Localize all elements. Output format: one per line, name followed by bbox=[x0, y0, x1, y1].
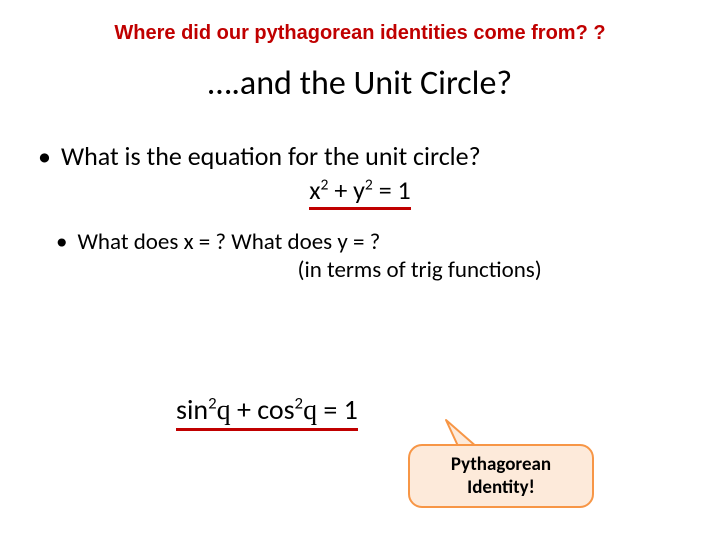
bullet-2-line1: What does x = ? What does y = ? bbox=[77, 228, 541, 256]
callout-box: Pythagorean Identity! bbox=[408, 444, 594, 508]
bullet-2-content: What does x = ? What does y = ? (in term… bbox=[77, 228, 541, 284]
equation-2-text: sin2q + cos2q = 1 bbox=[176, 392, 358, 431]
equation-1-text: x2 + y2 = 1 bbox=[309, 174, 410, 210]
equation-pythagorean: sin2q + cos2q = 1 bbox=[176, 392, 358, 427]
subtitle-text: ….and the Unit Circle? bbox=[208, 63, 512, 104]
callout-pythagorean-identity: Pythagorean Identity! bbox=[408, 444, 594, 508]
slide-header: Where did our pythagorean identities com… bbox=[0, 0, 720, 45]
header-text: Where did our pythagorean identities com… bbox=[114, 22, 605, 44]
bullet-dot-icon: • bbox=[56, 228, 67, 256]
bullet-2-line2: (in terms of trig functions) bbox=[77, 256, 541, 284]
bullet-1: • What is the equation for the unit circ… bbox=[38, 140, 720, 172]
equation-unit-circle: x2 + y2 = 1 bbox=[0, 174, 720, 206]
bullet-1-text: What is the equation for the unit circle… bbox=[61, 140, 481, 172]
callout-line1: Pythagorean bbox=[410, 453, 592, 476]
slide-subtitle: ….and the Unit Circle? bbox=[0, 63, 720, 104]
callout-line2: Identity! bbox=[410, 476, 592, 499]
bullet-2: • What does x = ? What does y = ? (in te… bbox=[56, 228, 720, 284]
bullet-dot-icon: • bbox=[38, 140, 51, 172]
